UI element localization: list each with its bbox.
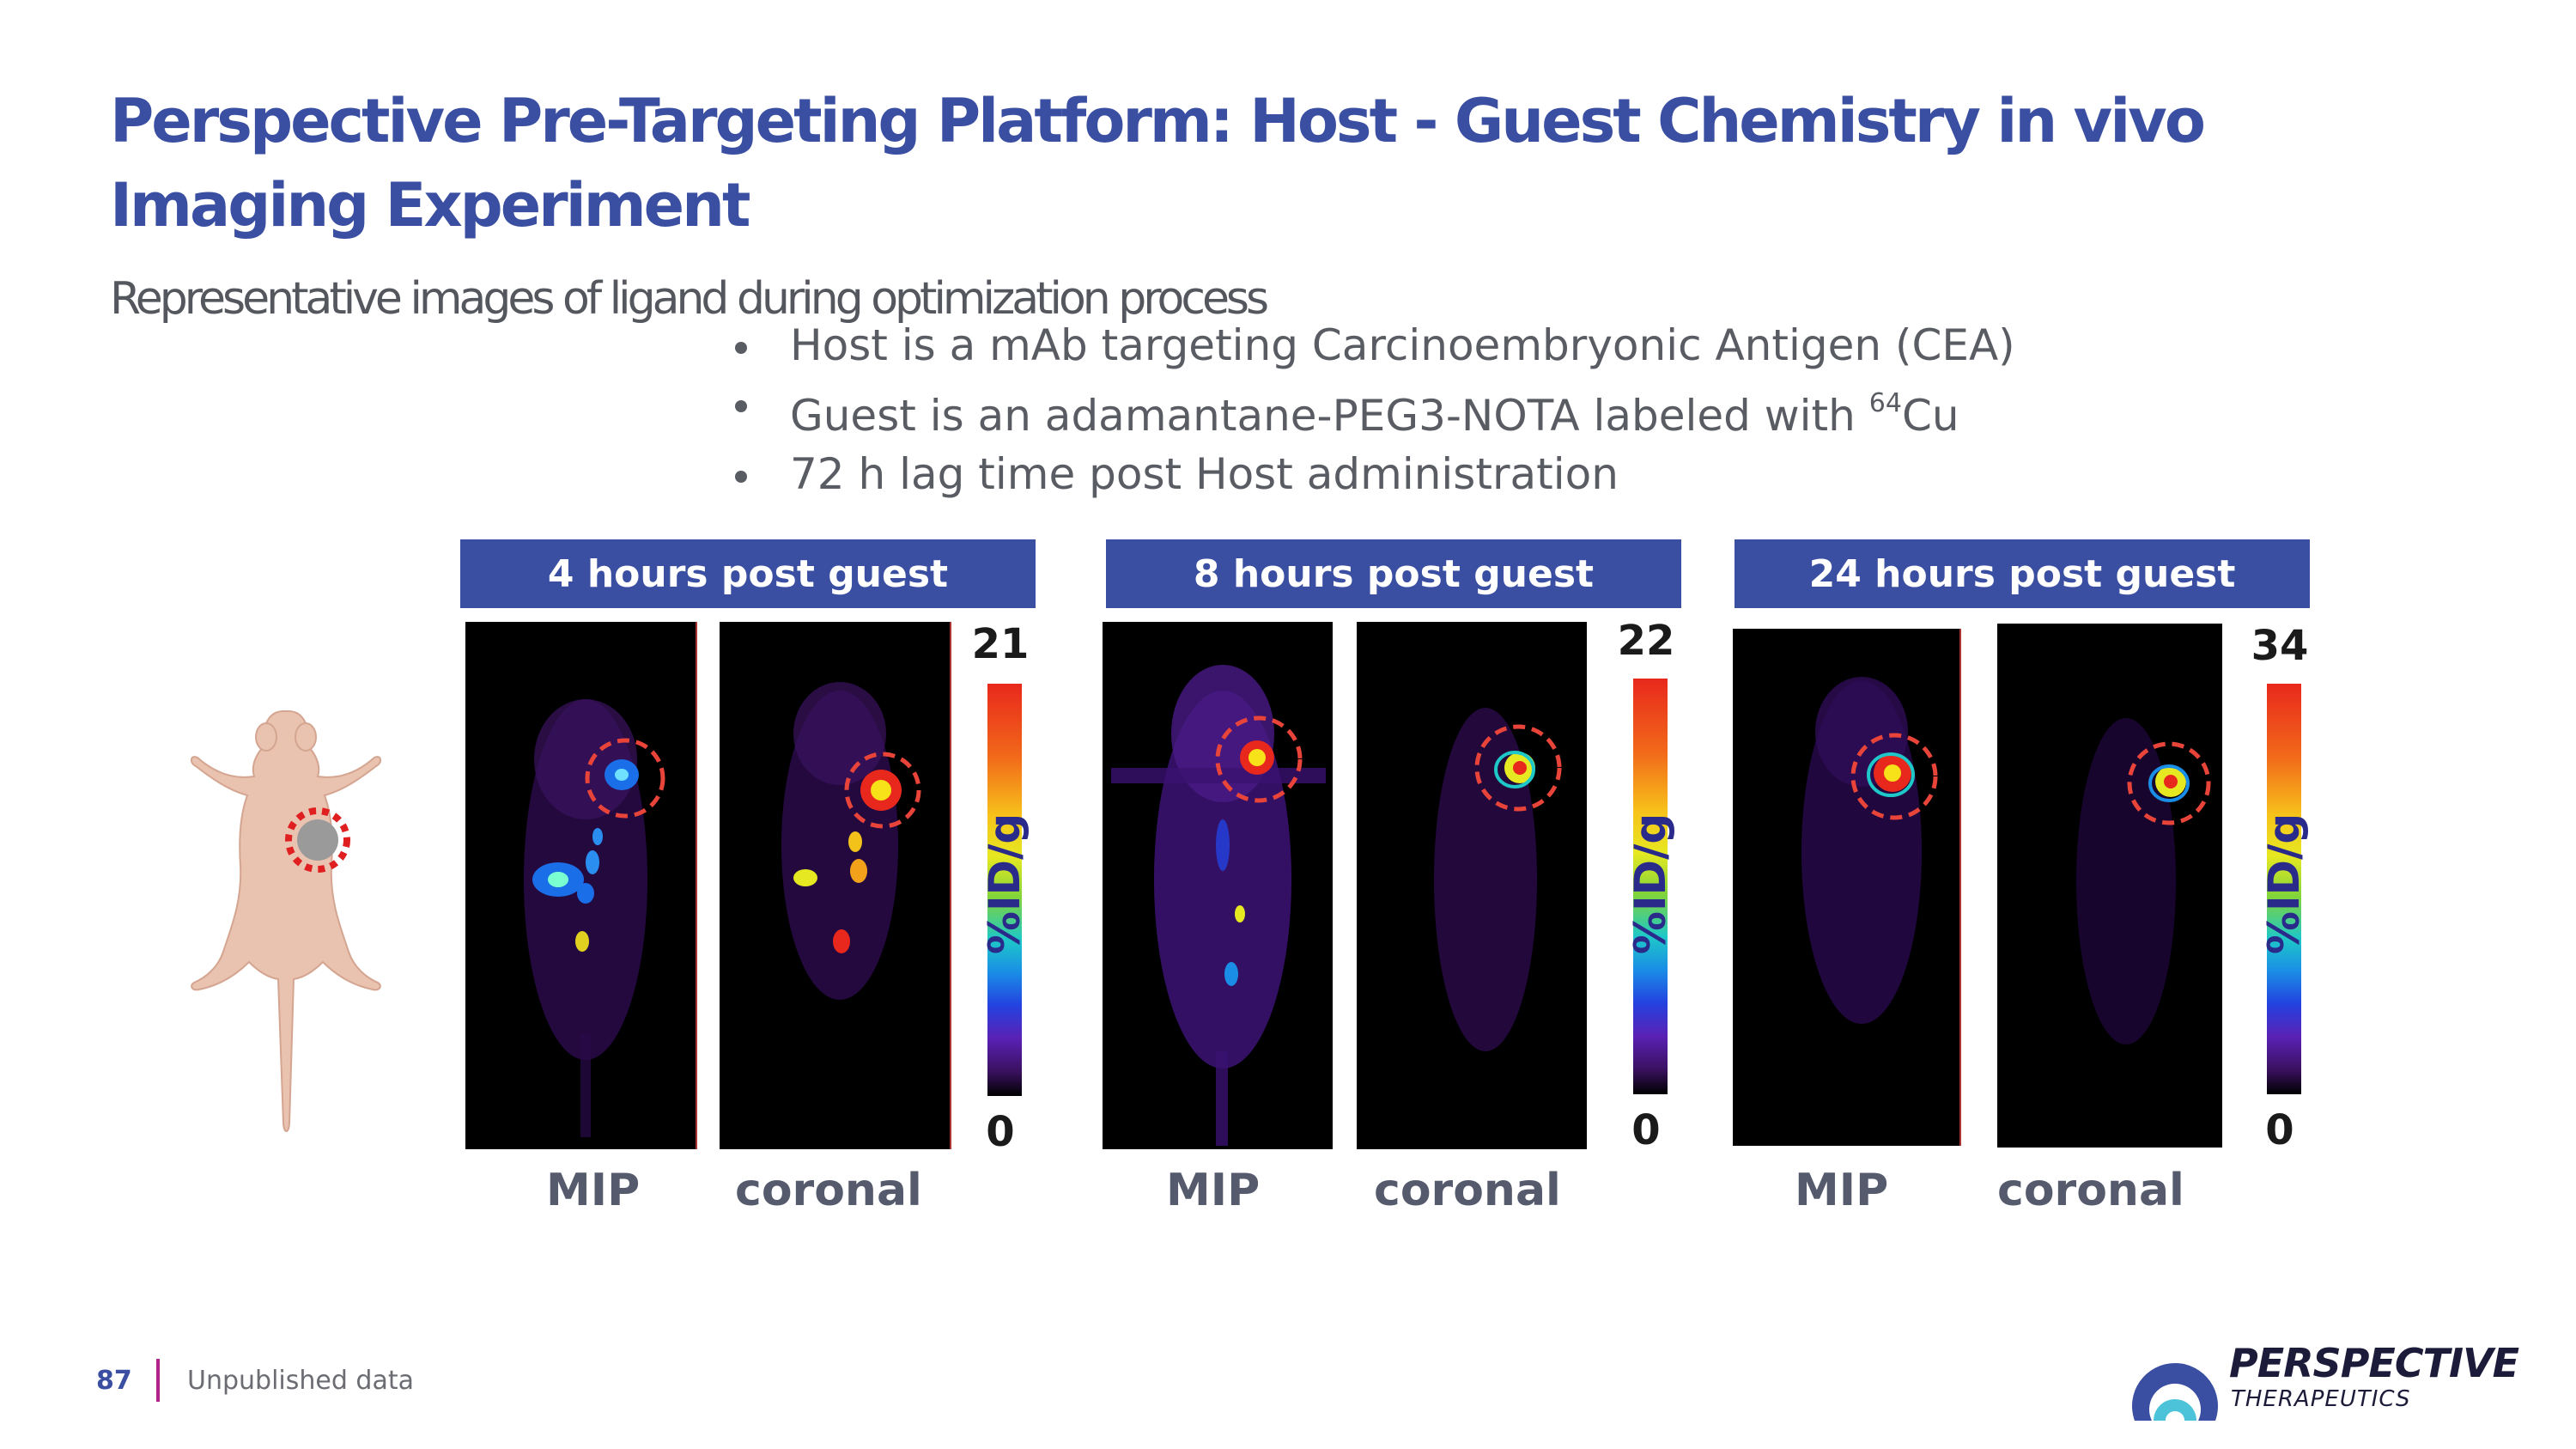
coronal-label: coronal bbox=[735, 1165, 922, 1216]
page-title: Perspective Pre-Targeting Platform: Host… bbox=[110, 86, 2206, 240]
mip-scan-image bbox=[465, 622, 697, 1149]
colorbar-unit-label: %ID/g bbox=[2259, 813, 2309, 955]
isotope-superscript: 64 bbox=[1868, 388, 1902, 418]
colorbar-min-label: 0 bbox=[1631, 1106, 1661, 1154]
panel-header-24h: 24 hours post guest bbox=[1735, 539, 2310, 608]
mip-label: MIP bbox=[546, 1165, 641, 1216]
footer-divider bbox=[156, 1359, 160, 1402]
page-number: 87 bbox=[96, 1366, 132, 1396]
footer-note: Unpublished data bbox=[187, 1366, 414, 1396]
page-subtitle: Representative images of ligand during o… bbox=[110, 273, 1269, 325]
company-logo: PERSPECTIVE THERAPEUTICS bbox=[2128, 1331, 2523, 1426]
bullet-item: Host is a mAb targeting Carcinoembryonic… bbox=[728, 316, 2015, 374]
mip-label: MIP bbox=[1166, 1165, 1261, 1216]
colorbar-min-label: 0 bbox=[2265, 1106, 2294, 1154]
bullet-item: 72 h lag time post Host administration bbox=[728, 445, 2015, 503]
logo-wordmark: PERSPECTIVE bbox=[2229, 1340, 2519, 1386]
bullet-text: Cu bbox=[1901, 391, 1959, 441]
colorbar-max-label: 34 bbox=[2251, 622, 2309, 670]
colorbar bbox=[987, 684, 1022, 1096]
coronal-label: coronal bbox=[1374, 1165, 1561, 1216]
mip-label: MIP bbox=[1795, 1165, 1889, 1216]
coronal-scan-image bbox=[720, 622, 951, 1149]
colorbar-unit-label: %ID/g bbox=[1625, 813, 1675, 955]
colorbar-min-label: 0 bbox=[986, 1108, 1015, 1156]
colorbar-unit-label: %ID/g bbox=[980, 813, 1030, 955]
colorbar-max-label: 21 bbox=[971, 620, 1030, 668]
colorbar bbox=[2267, 684, 2301, 1094]
coronal-label: coronal bbox=[1997, 1165, 2184, 1216]
coronal-scan-image bbox=[1357, 622, 1587, 1149]
colorbar-max-label: 22 bbox=[1617, 617, 1675, 665]
logo-mark-icon bbox=[2132, 1362, 2218, 1421]
colorbar bbox=[1633, 679, 1668, 1094]
panel-header-8h: 8 hours post guest bbox=[1106, 539, 1681, 608]
mip-scan-image bbox=[1733, 629, 1961, 1146]
bullet-text: Guest is an adamantane-PEG3-NOTA labeled… bbox=[790, 391, 1869, 441]
bullet-list: Host is a mAb targeting Carcinoembryonic… bbox=[728, 316, 2015, 503]
bullet-item: Guest is an adamantane-PEG3-NOTA labeled… bbox=[728, 374, 2015, 445]
coronal-scan-image bbox=[1997, 624, 2222, 1148]
panel-header-4h: 4 hours post guest bbox=[460, 539, 1036, 608]
mouse-illustration bbox=[172, 694, 395, 1149]
mip-scan-image bbox=[1103, 622, 1333, 1149]
logo-tagline: THERAPEUTICS bbox=[2231, 1386, 2411, 1412]
